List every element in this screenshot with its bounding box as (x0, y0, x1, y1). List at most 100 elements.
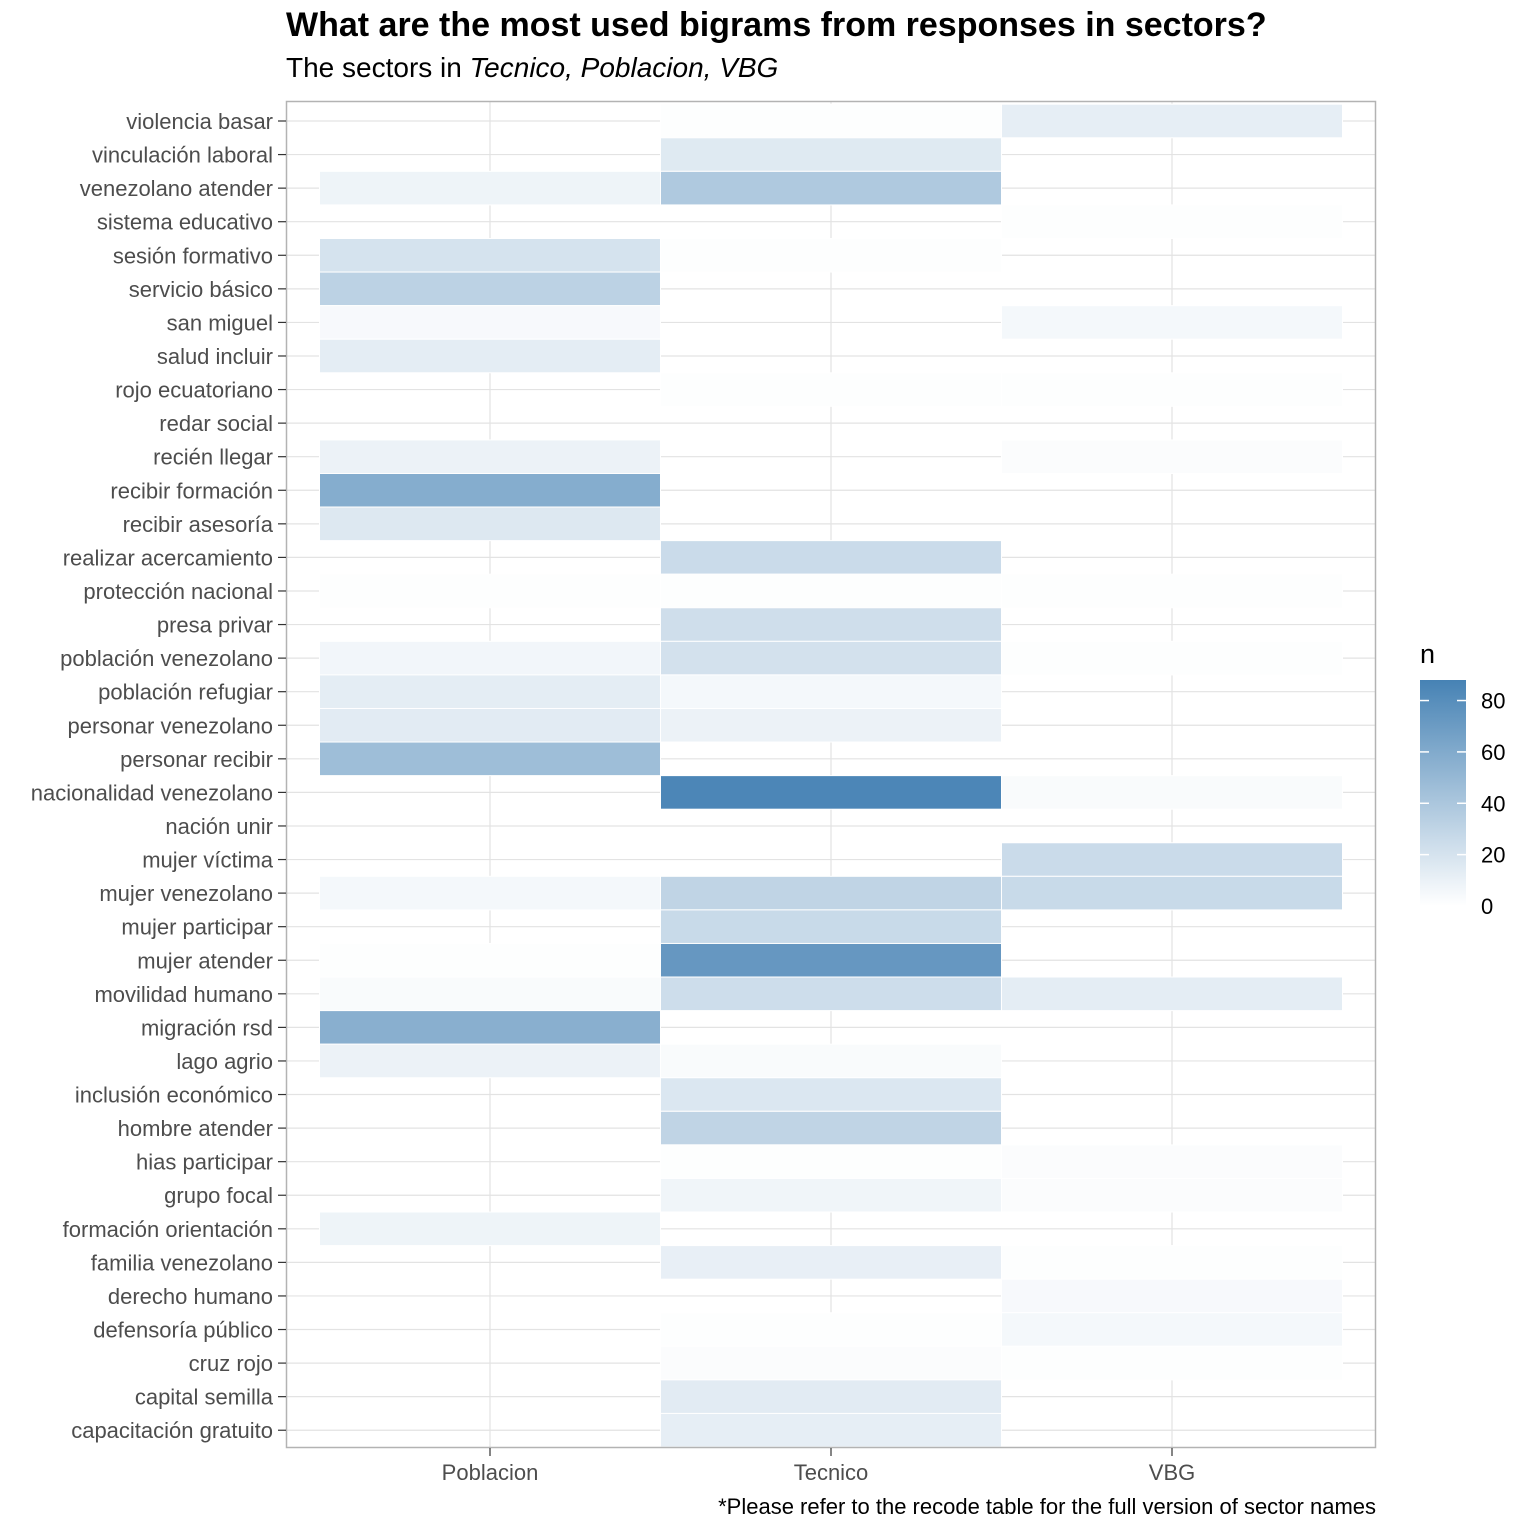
heat-tile (660, 1144, 1002, 1179)
heat-tile (319, 1043, 661, 1079)
heat-tile (1001, 103, 1343, 139)
heat-tile (319, 573, 661, 609)
y-tick-label: familia venezolano (91, 1250, 273, 1275)
y-tick-label: grupo focal (164, 1183, 273, 1208)
chart-caption: *Please refer to the recode table for th… (718, 1494, 1376, 1519)
y-tick-label: redar social (159, 411, 273, 436)
heat-tile (660, 909, 1002, 944)
heat-tile (1001, 439, 1343, 474)
x-tick-label: Tecnico (794, 1460, 869, 1485)
y-tick-label: capacitación gratuito (71, 1418, 273, 1443)
y-tick-label: servicio básico (129, 277, 273, 302)
y-tick-label: rojo ecuatoriano (115, 378, 273, 403)
heat-tile (1001, 573, 1343, 609)
y-tick-label: protección nacional (83, 579, 273, 604)
heat-tile (660, 170, 1002, 206)
heat-tile (1001, 1278, 1343, 1314)
heat-tile (319, 976, 661, 1012)
y-tick-label: realizar acercamiento (63, 545, 273, 570)
heat-tile (319, 741, 661, 777)
heat-tile (660, 1245, 1002, 1280)
heat-tile (1001, 305, 1343, 340)
heat-tile (319, 271, 661, 307)
heat-tile (1001, 1144, 1343, 1179)
y-tick-label: formación orientación (63, 1217, 273, 1242)
heat-tile (660, 707, 1002, 743)
y-tick-label: violencia basar (126, 109, 273, 134)
y-tick-label: vinculación laboral (92, 143, 273, 168)
heat-tile (1001, 640, 1343, 676)
y-tick-label: presa privar (157, 613, 273, 638)
heat-tile (660, 640, 1002, 676)
y-tick-label: sistema educativo (97, 210, 273, 235)
heat-tile (660, 976, 1002, 1012)
heat-tile (319, 170, 661, 206)
y-tick-label: nacionalidad venezolano (31, 780, 273, 805)
heat-tile (319, 439, 661, 474)
heat-tile (319, 674, 661, 709)
y-tick-label: inclusión económico (75, 1083, 273, 1108)
y-tick-label: mujer venezolano (99, 881, 273, 906)
heat-tile (660, 137, 1002, 172)
heat-tile (319, 1010, 661, 1045)
heat-tile (660, 1110, 1002, 1146)
heat-tile (660, 1345, 1002, 1381)
x-tick-label: Poblacion (442, 1460, 539, 1485)
legend-tick-label: 20 (1481, 843, 1505, 868)
legend: n 0 20 40 60 80 (1420, 639, 1505, 919)
chart-title: What are the most used bigrams from resp… (286, 6, 1267, 44)
y-tick-label: recibir formación (110, 478, 273, 503)
heat-tile (660, 1177, 1002, 1213)
heat-tile (319, 237, 661, 273)
heat-tile (660, 1312, 1002, 1347)
heat-tile (1001, 204, 1343, 239)
y-tick-label: salud incluir (157, 344, 273, 369)
heat-tile (660, 573, 1002, 609)
y-tick-label: personar recibir (120, 747, 273, 772)
heat-tile (660, 607, 1002, 642)
legend-tick-label: 60 (1481, 740, 1505, 765)
y-tick-label: población refugiar (98, 680, 273, 705)
y-tick-label: lago agrio (176, 1049, 273, 1074)
heat-tile (1001, 1345, 1343, 1381)
y-tick-label: capital semilla (135, 1385, 274, 1410)
heat-tile (1001, 1312, 1343, 1347)
heat-tile (1001, 842, 1343, 877)
heat-tile (1001, 1245, 1343, 1280)
heat-tile (319, 707, 661, 743)
y-tick-label: nación unir (165, 814, 273, 839)
y-tick-label: mujer atender (137, 948, 273, 973)
y-tick-label: san miguel (167, 310, 273, 335)
heat-tile (660, 237, 1002, 273)
heat-tile (1001, 1177, 1343, 1213)
heat-tile (319, 1211, 661, 1247)
heat-tile (660, 1077, 1002, 1112)
heat-tile (660, 875, 1002, 911)
heat-tile (1001, 976, 1343, 1012)
y-tick-label: hombre atender (118, 1116, 273, 1141)
y-tick-label: mujer participar (121, 915, 273, 940)
legend-tick-label: 0 (1481, 894, 1493, 919)
heat-tile (319, 506, 661, 542)
heat-tile (660, 372, 1002, 407)
x-axis: Poblacion Tecnico VBG (442, 1448, 1195, 1485)
heat-tile (660, 674, 1002, 709)
y-tick-label: población venezolano (60, 646, 273, 671)
heat-tile (319, 875, 661, 911)
heat-tile (660, 103, 1002, 139)
y-tick-label: migración rsd (141, 1015, 273, 1040)
legend-colorbar (1420, 680, 1466, 906)
y-tick-label: derecho humano (108, 1284, 273, 1309)
legend-title: n (1420, 639, 1435, 669)
y-tick-label: hias participar (136, 1150, 273, 1175)
heat-tile (319, 640, 661, 676)
tile-layer (319, 103, 1343, 1448)
y-tick-label: sesión formativo (113, 243, 273, 268)
x-tick-label: VBG (1149, 1460, 1195, 1485)
y-tick-label: venezolano atender (80, 176, 273, 201)
heat-tile (319, 472, 661, 508)
heat-tile (319, 942, 661, 978)
y-tick-label: mujer víctima (142, 848, 274, 873)
panel-border (285, 100, 1377, 1449)
